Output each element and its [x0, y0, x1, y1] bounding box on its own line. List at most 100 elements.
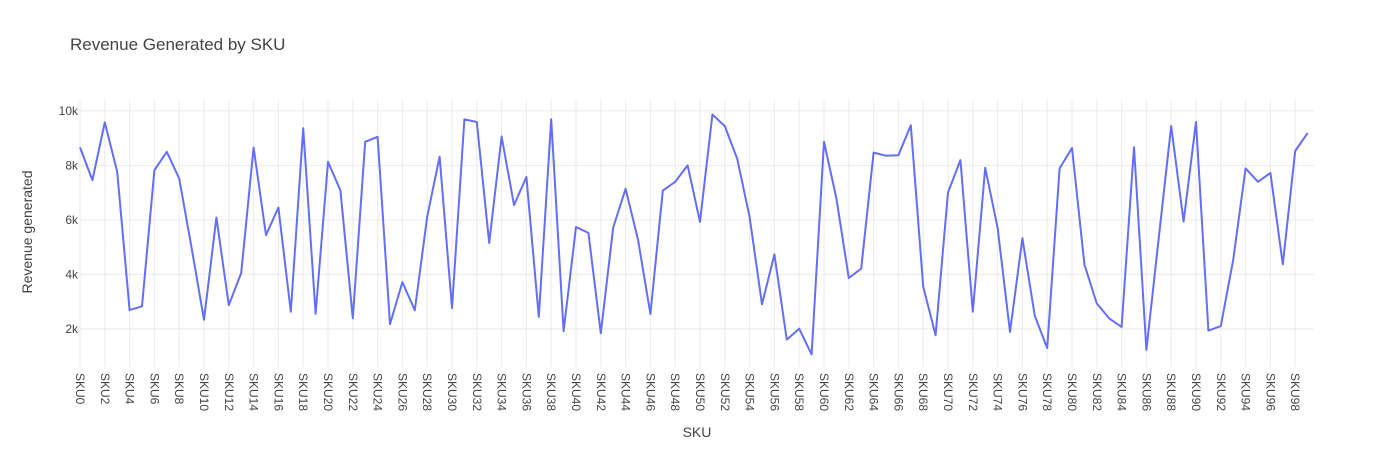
x-tick-label: SKU56 [767, 373, 781, 411]
data-point [760, 302, 764, 306]
chart-title: Revenue Generated by SKU [70, 35, 285, 54]
x-tick-label: SKU94 [1239, 373, 1253, 411]
x-tick-label: SKU18 [296, 373, 310, 411]
x-tick-label: SKU38 [544, 373, 558, 411]
x-tick-label: SKU90 [1189, 373, 1203, 411]
data-point [710, 113, 714, 117]
x-tick-label: SKU30 [445, 373, 459, 411]
data-point [301, 126, 305, 130]
x-tick-label: SKU26 [395, 373, 409, 411]
data-point [1157, 236, 1161, 240]
x-tick-label: SKU52 [718, 373, 732, 411]
data-point [648, 312, 652, 316]
x-tick-label: SKU48 [668, 373, 682, 411]
y-tick-label: 10k [59, 104, 79, 118]
data-point [289, 310, 293, 314]
data-point [264, 233, 268, 237]
x-tick-label: SKU34 [495, 373, 509, 411]
data-point [996, 226, 1000, 230]
data-point [1120, 325, 1124, 329]
data-point [946, 190, 950, 194]
data-point [686, 163, 690, 167]
x-tick-label: SKU8 [172, 373, 186, 405]
x-tick-label: SKU24 [371, 373, 385, 411]
x-tick-label: SKU46 [643, 373, 657, 411]
data-point [165, 150, 169, 154]
x-tick-label: SKU20 [321, 373, 335, 411]
data-point [1095, 302, 1099, 306]
data-point [1132, 145, 1136, 149]
data-point [450, 306, 454, 310]
data-point [252, 146, 256, 150]
x-tick-label: SKU42 [594, 373, 608, 411]
y-tick-label: 2k [65, 322, 79, 336]
data-point [90, 178, 94, 182]
data-point [599, 331, 603, 335]
data-point [1194, 120, 1198, 124]
data-point [1070, 146, 1074, 150]
data-point [500, 134, 504, 138]
x-tick-label: SKU44 [619, 373, 633, 411]
x-tick-label: SKU82 [1090, 373, 1104, 411]
data-point [103, 120, 107, 124]
x-tick-label: SKU0 [73, 373, 87, 405]
data-point [822, 140, 826, 144]
data-point [909, 123, 913, 127]
y-tick-labels: 2k 4k 6k 8k 10k [59, 104, 79, 336]
x-tick-label: SKU50 [693, 373, 707, 411]
x-tick-label: SKU10 [197, 373, 211, 411]
x-tick-label: SKU4 [123, 373, 137, 405]
x-tick-label: SKU72 [966, 373, 980, 411]
data-point [338, 188, 342, 192]
x-tick-label: SKU32 [470, 373, 484, 411]
data-point [884, 154, 888, 158]
data-point [227, 303, 231, 307]
data-point [586, 231, 590, 235]
data-point [673, 180, 677, 184]
data-point [438, 155, 442, 159]
data-point [1020, 236, 1024, 240]
x-tick-label: SKU96 [1263, 373, 1277, 411]
data-point [971, 310, 975, 314]
data-point [834, 196, 838, 200]
data-point [524, 175, 528, 179]
x-tick-label: SKU36 [519, 373, 533, 411]
data-point [177, 177, 181, 181]
data-point [872, 151, 876, 155]
x-tick-label: SKU6 [147, 373, 161, 405]
data-point [983, 166, 987, 170]
x-tick-label: SKU86 [1139, 373, 1153, 411]
data-point [1082, 262, 1086, 266]
data-point [772, 252, 776, 256]
data-point [958, 158, 962, 162]
data-point [748, 215, 752, 219]
x-axis-title: SKU [683, 424, 712, 440]
x-tick-label: SKU22 [346, 373, 360, 411]
y-tick-label: 6k [65, 213, 79, 227]
x-tick-label: SKU70 [941, 373, 955, 411]
data-point [1008, 330, 1012, 334]
data-point [400, 280, 404, 284]
data-point [859, 267, 863, 271]
data-point [810, 352, 814, 356]
data-point [78, 145, 82, 149]
x-tick-label: SKU12 [222, 373, 236, 411]
x-tick-label: SKU74 [991, 373, 1005, 411]
x-tick-label: SKU66 [891, 373, 905, 411]
data-point [624, 187, 628, 191]
x-tick-labels: SKU0 SKU2 SKU4 SKU6 SKU8 SKU10 SKU12 SKU14 SKU16… [73, 373, 1302, 411]
data-point [896, 153, 900, 157]
y-tick-label: 4k [65, 267, 79, 281]
data-point [921, 285, 925, 289]
data-point [425, 215, 429, 219]
data-point [611, 226, 615, 230]
data-point [735, 157, 739, 161]
data-point [376, 135, 380, 139]
data-point [1182, 220, 1186, 224]
plot-area [78, 113, 1309, 356]
data-point [190, 246, 194, 250]
x-tick-label: SKU92 [1214, 373, 1228, 411]
y-axis-title: Revenue generated [19, 171, 35, 294]
data-point [1169, 124, 1173, 128]
